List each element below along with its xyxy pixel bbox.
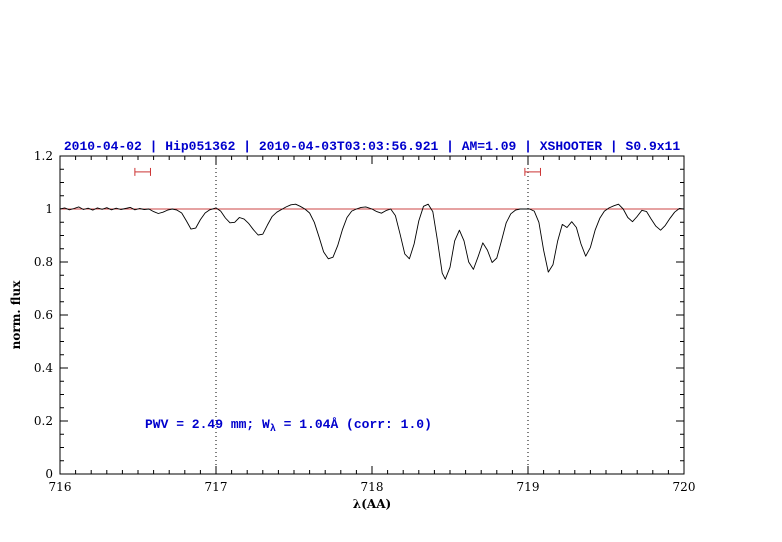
y-tick-label: 0.8 xyxy=(34,255,53,269)
pwv-annotation-subscript: λ xyxy=(270,423,276,435)
spectrum-line xyxy=(59,203,685,280)
pwv-annotation: PWV = 2.49 mm; Wλ = 1.04Å (corr: 1.0) xyxy=(145,417,432,435)
band-markers-group xyxy=(134,167,541,176)
y-axis-label: norm. flux xyxy=(9,280,23,350)
x-tick-label: 716 xyxy=(49,480,72,494)
plot-frame-group: 716 717 718 719 720 0 0.2 0.4 0.6 0.8 1 1.2 xyxy=(34,149,696,494)
x-tick-label: 720 xyxy=(673,480,696,494)
y-tick-label: 1.2 xyxy=(34,149,53,163)
y-tick-label: 0.6 xyxy=(34,308,53,322)
pwv-annotation-suffix: = 1.04Å (corr: 1.0) xyxy=(276,417,432,432)
x-tick-label: 719 xyxy=(517,480,540,494)
y-tick-label: 0.2 xyxy=(34,414,53,428)
x-axis-label: λ(AA) xyxy=(353,497,391,511)
pwv-annotation-prefix: PWV = 2.49 mm; W xyxy=(145,417,270,432)
x-tick-label: 717 xyxy=(205,480,228,494)
spectrum-series-group xyxy=(59,203,685,280)
x-tick-label: 718 xyxy=(361,480,384,494)
plot-title: 2010-04-02 | Hip051362 | 2010-04-03T03:0… xyxy=(64,139,680,154)
y-tick-label: 0 xyxy=(45,467,53,481)
y-tick-label: 0.4 xyxy=(34,361,53,375)
y-tick-label: 1 xyxy=(45,202,53,216)
